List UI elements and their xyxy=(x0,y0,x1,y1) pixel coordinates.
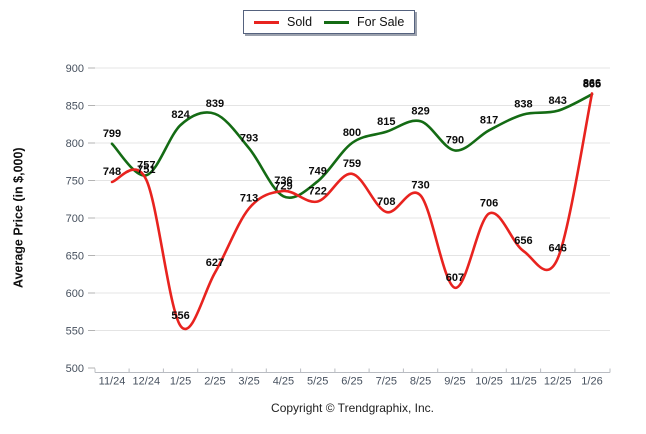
data-point-label: 800 xyxy=(343,127,361,139)
data-point-label: 866 xyxy=(583,78,601,90)
y-tick-label: 750 xyxy=(66,175,84,187)
series-line-sold xyxy=(110,92,594,331)
data-point-label: 815 xyxy=(377,116,395,128)
data-point-label: 749 xyxy=(309,165,327,177)
data-point-label: 646 xyxy=(549,243,567,255)
data-point-label: 706 xyxy=(480,198,498,210)
data-point-label: 713 xyxy=(240,192,258,204)
x-tick-label: 12/25 xyxy=(544,376,572,388)
data-point-label: 757 xyxy=(137,159,155,171)
x-tick-label: 5/25 xyxy=(307,376,328,388)
legend-item-sold: Sold xyxy=(254,15,312,29)
data-point-label: 865 xyxy=(583,78,601,90)
data-point-label: 839 xyxy=(206,98,224,110)
x-tick-label: 1/26 xyxy=(581,376,602,388)
y-tick-label: 550 xyxy=(66,325,84,337)
data-point-label: 730 xyxy=(411,180,429,192)
x-tick-label: 2/25 xyxy=(204,376,225,388)
y-tick-label: 700 xyxy=(66,213,84,225)
x-tick-label: 6/25 xyxy=(341,376,362,388)
data-point-label: 759 xyxy=(343,158,361,170)
data-point-label: 736 xyxy=(274,175,292,187)
chart-legend: Sold For Sale xyxy=(243,10,416,34)
data-point-label: 722 xyxy=(309,186,327,198)
x-tick-label: 1/25 xyxy=(170,376,191,388)
x-tick-label: 9/25 xyxy=(444,376,465,388)
x-tick-label: 3/25 xyxy=(238,376,259,388)
x-tick-label: 10/25 xyxy=(475,376,503,388)
data-point-label: 708 xyxy=(377,196,395,208)
x-tick-label: 4/25 xyxy=(273,376,294,388)
data-point-label: 799 xyxy=(103,128,121,140)
x-tick-label: 11/25 xyxy=(510,376,537,388)
series-line-for-sale xyxy=(110,93,594,199)
x-tick-label: 11/24 xyxy=(99,376,126,388)
data-point-label: 817 xyxy=(480,114,498,126)
data-point-label: 729 xyxy=(274,180,292,192)
x-tick-label: 8/25 xyxy=(410,376,431,388)
y-tick-label: 900 xyxy=(66,63,84,75)
y-tick-label: 850 xyxy=(66,100,84,112)
x-tick-label: 7/25 xyxy=(376,376,397,388)
average-price-line-chart: 500 550 600 650 700 750 800 850 900 11/24 12/24 1/2… xyxy=(66,63,611,388)
sold-line-swatch xyxy=(254,20,279,24)
data-point-label: 556 xyxy=(171,310,189,322)
data-point-label: 656 xyxy=(514,235,532,247)
legend-label-for-sale: For Sale xyxy=(357,15,405,29)
legend-item-for-sale: For Sale xyxy=(324,15,404,29)
copyright-text: Copyright © Trendgraphix, Inc. xyxy=(271,401,434,415)
data-point-label: 829 xyxy=(411,105,429,117)
data-point-label: 607 xyxy=(446,272,464,284)
data-point-label: 838 xyxy=(514,99,532,111)
x-tick-label: 12/24 xyxy=(133,376,161,388)
data-point-label: 627 xyxy=(206,257,224,269)
data-point-label: 751 xyxy=(137,164,155,176)
data-point-label: 824 xyxy=(171,109,190,121)
data-point-label: 790 xyxy=(446,135,464,147)
y-tick-label: 650 xyxy=(66,250,84,262)
y-tick-label: 500 xyxy=(66,363,84,375)
data-point-label: 748 xyxy=(103,166,121,178)
y-tick-label: 800 xyxy=(66,138,84,150)
data-point-label: 843 xyxy=(549,95,567,107)
legend-label-sold: Sold xyxy=(287,15,313,29)
for-sale-line-swatch xyxy=(324,20,350,24)
y-tick-label: 600 xyxy=(66,288,84,300)
data-point-label: 793 xyxy=(240,132,258,144)
